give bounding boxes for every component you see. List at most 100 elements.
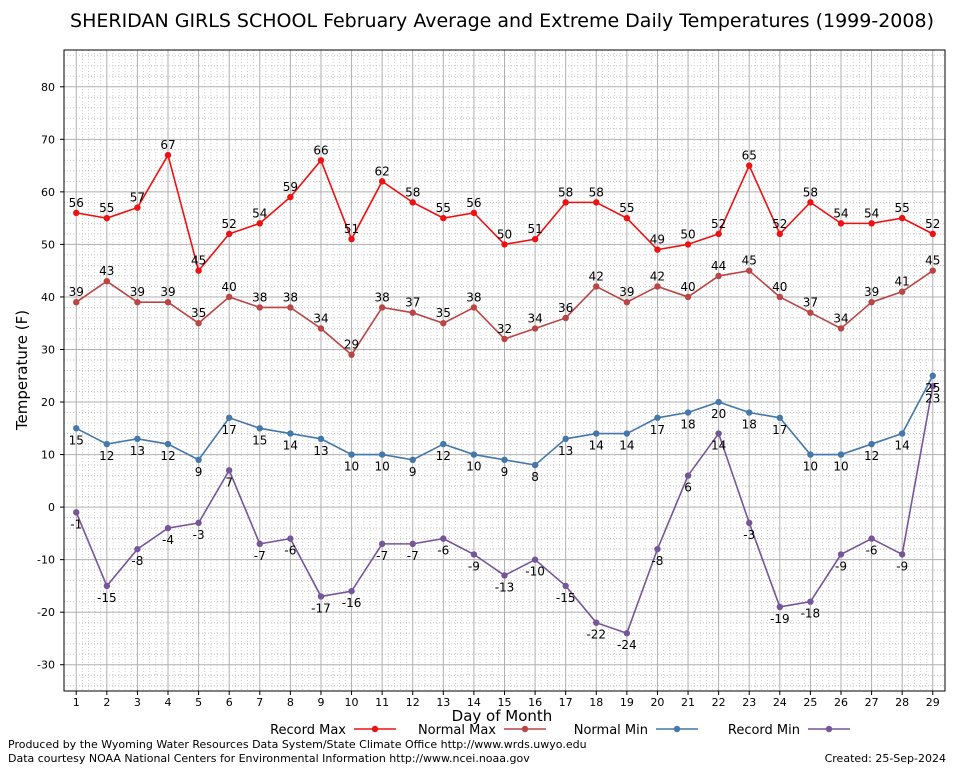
legend: Record Max Normal Max Normal Min Record Min <box>270 723 850 738</box>
record-min-data-label: 7 <box>225 475 233 489</box>
x-tick-label: 29 <box>926 696 940 709</box>
record-min-data-label: -3 <box>743 528 755 542</box>
normal-min-data-label: 15 <box>252 433 267 447</box>
legend-label-normal-min: Normal Min <box>574 723 648 738</box>
record-min-data-label: -17 <box>311 601 331 615</box>
record-min-point <box>317 593 325 600</box>
record-min-point <box>440 535 447 542</box>
record-max-data-label: 52 <box>772 217 787 231</box>
record-min-data-label: -1 <box>70 517 82 531</box>
record-max-data-label: 51 <box>527 222 542 236</box>
record-max-data-label: 52 <box>925 217 940 231</box>
x-tick-label: 22 <box>712 696 726 709</box>
normal-max-point <box>378 304 386 311</box>
record-min-data-label: -10 <box>525 565 545 579</box>
normal-min-point <box>348 451 355 458</box>
record-max-data-label: 66 <box>313 143 328 157</box>
record-max-data-label: 50 <box>497 227 512 241</box>
normal-max-point <box>531 325 539 332</box>
x-tick-label: 8 <box>287 696 294 709</box>
y-tick-label: 50 <box>41 238 55 251</box>
record-min-point <box>73 509 80 516</box>
record-min-data-label: -16 <box>342 596 362 610</box>
normal-min-point <box>868 440 875 448</box>
normal-min-data-label: 15 <box>69 433 84 447</box>
record-min-point <box>746 519 753 527</box>
normal-min-point <box>898 430 906 437</box>
record-max-point <box>317 157 325 164</box>
record-min-point <box>898 551 906 558</box>
normal-min-data-label: 10 <box>466 460 481 474</box>
record-max-data-label: 57 <box>130 191 145 205</box>
normal-max-point <box>470 304 478 311</box>
x-tick-label: 6 <box>226 696 233 709</box>
normal-min-data-label: 25 <box>925 381 940 395</box>
y-tick-label: 20 <box>41 396 55 409</box>
normal-min-data-label: 10 <box>833 460 848 474</box>
normal-min-point <box>317 435 325 443</box>
x-tick-label: 27 <box>865 696 879 709</box>
normal-max-data-label: 45 <box>925 254 940 268</box>
y-tick-label: 80 <box>41 81 55 94</box>
footer-data-courtesy: Data courtesy NOAA National Centers for … <box>8 752 530 765</box>
normal-max-data-label: 37 <box>405 296 420 310</box>
record-max-point <box>501 241 508 248</box>
x-tick-label: 4 <box>165 696 172 709</box>
record-min-data-label: -8 <box>131 554 143 568</box>
record-max-point <box>531 235 539 243</box>
normal-min-data-label: 14 <box>589 439 604 453</box>
normal-min-data-label: 12 <box>160 449 175 463</box>
normal-min-point <box>623 430 631 437</box>
normal-max-data-label: 42 <box>589 269 604 283</box>
normal-min-data-label: 9 <box>195 465 203 479</box>
record-max-point <box>929 230 936 238</box>
legend-marker-normal-min <box>673 725 681 733</box>
record-min-point <box>837 551 845 558</box>
record-max-point <box>440 214 447 222</box>
record-max-point <box>776 230 784 238</box>
normal-max-point <box>409 309 416 316</box>
record-min-data-label: -18 <box>801 607 821 621</box>
normal-min-point <box>73 425 80 432</box>
x-tick-label: 10 <box>345 696 359 709</box>
normal-max-data-label: 39 <box>69 285 84 299</box>
record-min-point <box>654 545 661 553</box>
record-min-point <box>807 598 814 605</box>
normal-min-data-label: 18 <box>680 418 695 432</box>
record-max-data-label: 51 <box>344 222 359 236</box>
normal-min-data-label: 17 <box>772 423 787 437</box>
x-axis-label: Day of Month <box>452 707 553 725</box>
record-min-point <box>684 472 692 479</box>
record-max-data-label: 54 <box>864 206 879 220</box>
normal-min-point <box>746 409 753 416</box>
record-min-data-label: 14 <box>711 439 726 453</box>
record-min-point <box>776 603 784 611</box>
normal-max-point <box>195 320 202 327</box>
normal-max-data-label: 36 <box>558 301 573 315</box>
record-max-point <box>593 199 600 206</box>
y-tick-label: 0 <box>48 501 55 514</box>
record-max-data-label: 56 <box>466 196 481 210</box>
normal-min-point <box>593 430 600 437</box>
normal-min-point <box>164 440 172 448</box>
legend-label-normal-max: Normal Max <box>418 723 496 738</box>
record-max-data-label: 67 <box>160 138 175 152</box>
normal-max-point <box>593 283 600 290</box>
normal-max-point <box>868 298 875 306</box>
record-max-data-label: 55 <box>99 201 114 215</box>
normal-min-point <box>287 430 294 437</box>
record-max-point <box>623 214 631 222</box>
normal-min-point <box>807 451 814 458</box>
x-tick-label: 5 <box>195 696 202 709</box>
record-max-data-label: 45 <box>191 254 206 268</box>
normal-min-data-label: 12 <box>864 449 879 463</box>
normal-min-point <box>409 456 416 464</box>
record-max-data-label: 62 <box>374 164 389 178</box>
record-min-point <box>195 519 202 527</box>
record-max-point <box>868 220 875 227</box>
record-min-data-label: -9 <box>468 559 480 573</box>
record-max-data-label: 52 <box>711 217 726 231</box>
record-min-point <box>409 540 416 548</box>
record-min-data-label: 6 <box>684 481 692 495</box>
